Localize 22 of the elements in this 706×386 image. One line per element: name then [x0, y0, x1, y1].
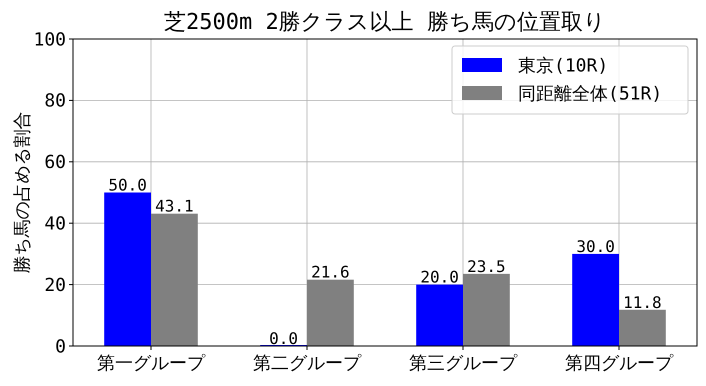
data-label: 21.6 [311, 262, 350, 282]
data-label: 0.0 [269, 329, 298, 348]
y-tick-label: 20 [44, 274, 66, 296]
y-axis-title: 勝ち馬の占める割合 [12, 112, 33, 274]
chart-title: 芝2500m 2勝クラス以上 勝ち馬の位置取り [164, 10, 606, 35]
y-tick-label: 40 [44, 214, 66, 234]
data-label: 30.0 [576, 236, 615, 256]
data-label: 50.0 [108, 176, 147, 194]
x-tick-label: 第三グループ [409, 353, 518, 374]
data-label: 23.5 [467, 256, 506, 276]
data-label: 20.0 [420, 268, 459, 287]
data-label: 11.8 [623, 292, 662, 312]
data-label: 43.1 [155, 196, 194, 216]
y-tick-label: 80 [44, 90, 66, 112]
y-tick-label: 100 [33, 29, 66, 50]
y-tick-label: 60 [44, 152, 66, 174]
legend-label: 東京(10R) [518, 55, 608, 76]
x-tick-label: 第二グループ [253, 353, 362, 374]
x-tick-label: 第一グループ [97, 353, 206, 374]
y-tick-label: 0 [55, 336, 66, 358]
legend-label: 同距離全体(51R) [518, 83, 662, 104]
x-tick-label: 第四グループ [565, 353, 674, 374]
